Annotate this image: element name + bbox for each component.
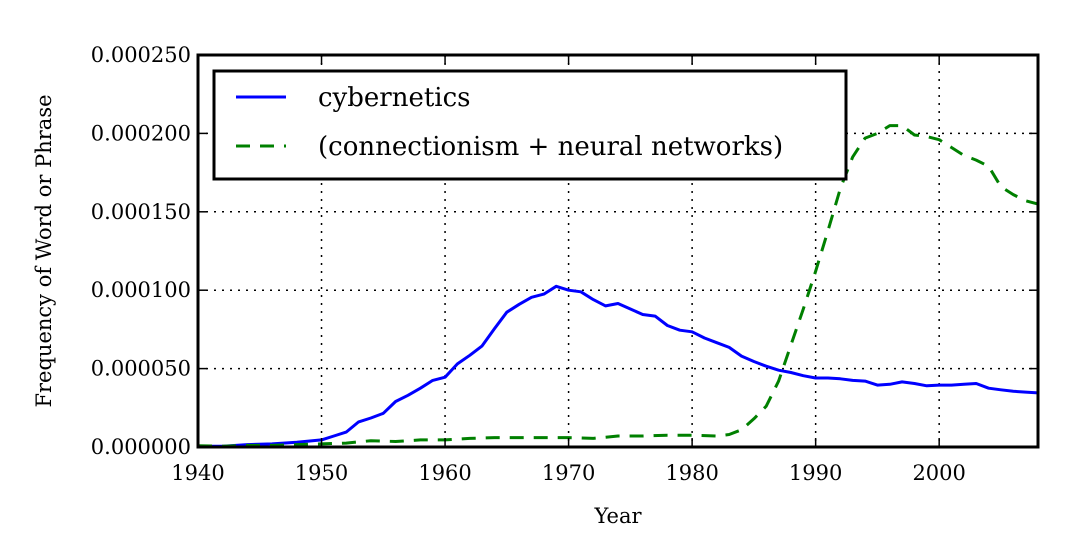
x-tick-label: 1940 xyxy=(171,461,224,485)
plot-frame xyxy=(196,53,1040,449)
legend-label-connectionism-neural-networks: (connectionism + neural networks) xyxy=(318,132,783,162)
y-tick-label: 0.000050 xyxy=(91,357,191,381)
y-tick-label: 0.000200 xyxy=(91,121,191,145)
axis-ticks: 1940 1950 1960 1970 1980 1990 2000 0.000000 0.00… xyxy=(91,43,1038,485)
series-line-connectionism-neural-networks xyxy=(198,124,1038,447)
x-tick-label: 1950 xyxy=(295,461,348,485)
x-tick-label: 1980 xyxy=(665,461,718,485)
series-line-cybernetics xyxy=(198,284,1038,447)
x-axis-label: Year xyxy=(593,504,642,528)
legend-label-cybernetics: cybernetics xyxy=(318,83,471,113)
x-tick-label: 1990 xyxy=(789,461,842,485)
x-tick-label: 1970 xyxy=(542,461,595,485)
y-axis-label: Frequency of Word or Phrase xyxy=(32,94,56,407)
x-tick-label: 2000 xyxy=(912,461,965,485)
x-tick-label: 1960 xyxy=(418,461,471,485)
y-tick-label: 0.000100 xyxy=(91,278,191,302)
y-tick-label: 0.000150 xyxy=(91,200,191,224)
legend: cybernetics (connectionism + neural netw… xyxy=(212,69,848,181)
legend-box xyxy=(212,69,848,181)
y-tick-label: 0.000000 xyxy=(91,435,191,459)
data-series xyxy=(198,124,1038,447)
y-tick-label: 0.000250 xyxy=(91,43,191,67)
